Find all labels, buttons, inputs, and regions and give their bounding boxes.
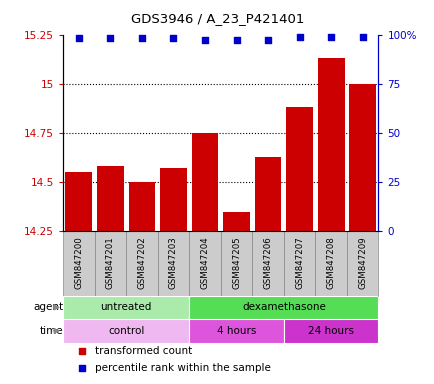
Point [78, 365, 85, 371]
Bar [126, 231, 157, 296]
Bar [317, 58, 344, 231]
Point [358, 33, 365, 40]
Bar [191, 133, 218, 231]
Point [296, 33, 302, 40]
Text: control: control [108, 326, 144, 336]
Bar [283, 319, 378, 343]
Bar [95, 231, 126, 296]
Point [78, 348, 85, 354]
Point [75, 35, 82, 41]
Bar [254, 157, 281, 231]
Bar [286, 108, 312, 231]
Bar [97, 166, 124, 231]
Point [327, 33, 334, 40]
Bar [223, 212, 250, 231]
Bar [160, 168, 187, 231]
Text: GSM847201: GSM847201 [105, 237, 115, 289]
Bar [349, 84, 375, 231]
Text: percentile rank within the sample: percentile rank within the sample [95, 363, 270, 373]
Bar [252, 231, 283, 296]
Bar [220, 231, 252, 296]
Text: time: time [39, 326, 63, 336]
Point [107, 35, 114, 41]
Text: transformed count: transformed count [95, 346, 191, 356]
Text: dexamethasone: dexamethasone [241, 303, 325, 313]
Text: GSM847204: GSM847204 [200, 237, 209, 289]
Bar [315, 231, 346, 296]
Point [264, 37, 271, 43]
Text: GSM847205: GSM847205 [231, 237, 240, 289]
Bar [189, 319, 283, 343]
Text: GSM847203: GSM847203 [168, 237, 178, 289]
Bar [346, 231, 378, 296]
Text: 4 hours: 4 hours [216, 326, 256, 336]
Text: GSM847206: GSM847206 [263, 237, 272, 289]
Bar [283, 231, 315, 296]
Bar [157, 231, 189, 296]
Bar [189, 296, 378, 319]
Bar [65, 172, 92, 231]
Text: GSM847208: GSM847208 [326, 237, 335, 289]
Point [170, 35, 177, 41]
Text: GSM847207: GSM847207 [294, 237, 303, 289]
Bar [63, 319, 189, 343]
Text: GSM847209: GSM847209 [357, 237, 366, 289]
Point [201, 37, 208, 43]
Bar [63, 296, 189, 319]
Bar [189, 231, 220, 296]
Bar [63, 231, 95, 296]
Text: untreated: untreated [100, 303, 151, 313]
Text: agent: agent [33, 303, 63, 313]
Text: GSM847202: GSM847202 [137, 237, 146, 289]
Point [138, 35, 145, 41]
Text: GDS3946 / A_23_P421401: GDS3946 / A_23_P421401 [131, 12, 303, 25]
Text: GSM847200: GSM847200 [74, 237, 83, 289]
Point [233, 37, 240, 43]
Bar [128, 182, 155, 231]
Text: 24 hours: 24 hours [307, 326, 353, 336]
